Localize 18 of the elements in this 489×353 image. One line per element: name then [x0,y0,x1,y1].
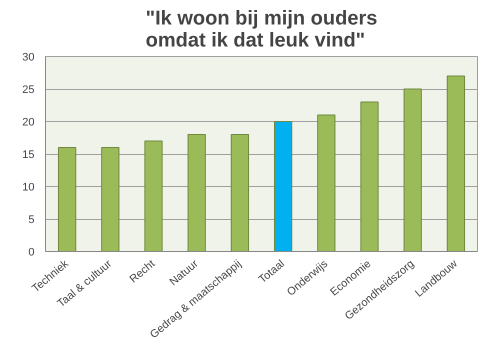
y-tick-label: 30 [22,52,35,64]
bar [188,134,206,252]
y-tick-label: 20 [22,116,35,128]
bar [360,102,379,252]
bar [58,147,76,252]
y-tick-label: 5 [28,214,35,226]
y-tick-label: 25 [22,84,35,96]
bar [274,121,292,252]
bar [446,76,466,252]
y-tick-label: 10 [22,182,35,194]
bar [317,114,336,252]
bar [230,134,250,252]
chart-title: "Ik woon bij mijn ouders omdat ik dat leuk vind" [146,8,378,52]
bar [144,140,163,252]
bar [404,88,422,252]
y-tick-label: 15 [22,149,35,161]
y-tick-label: 0 [28,246,35,258]
bar [101,147,120,252]
